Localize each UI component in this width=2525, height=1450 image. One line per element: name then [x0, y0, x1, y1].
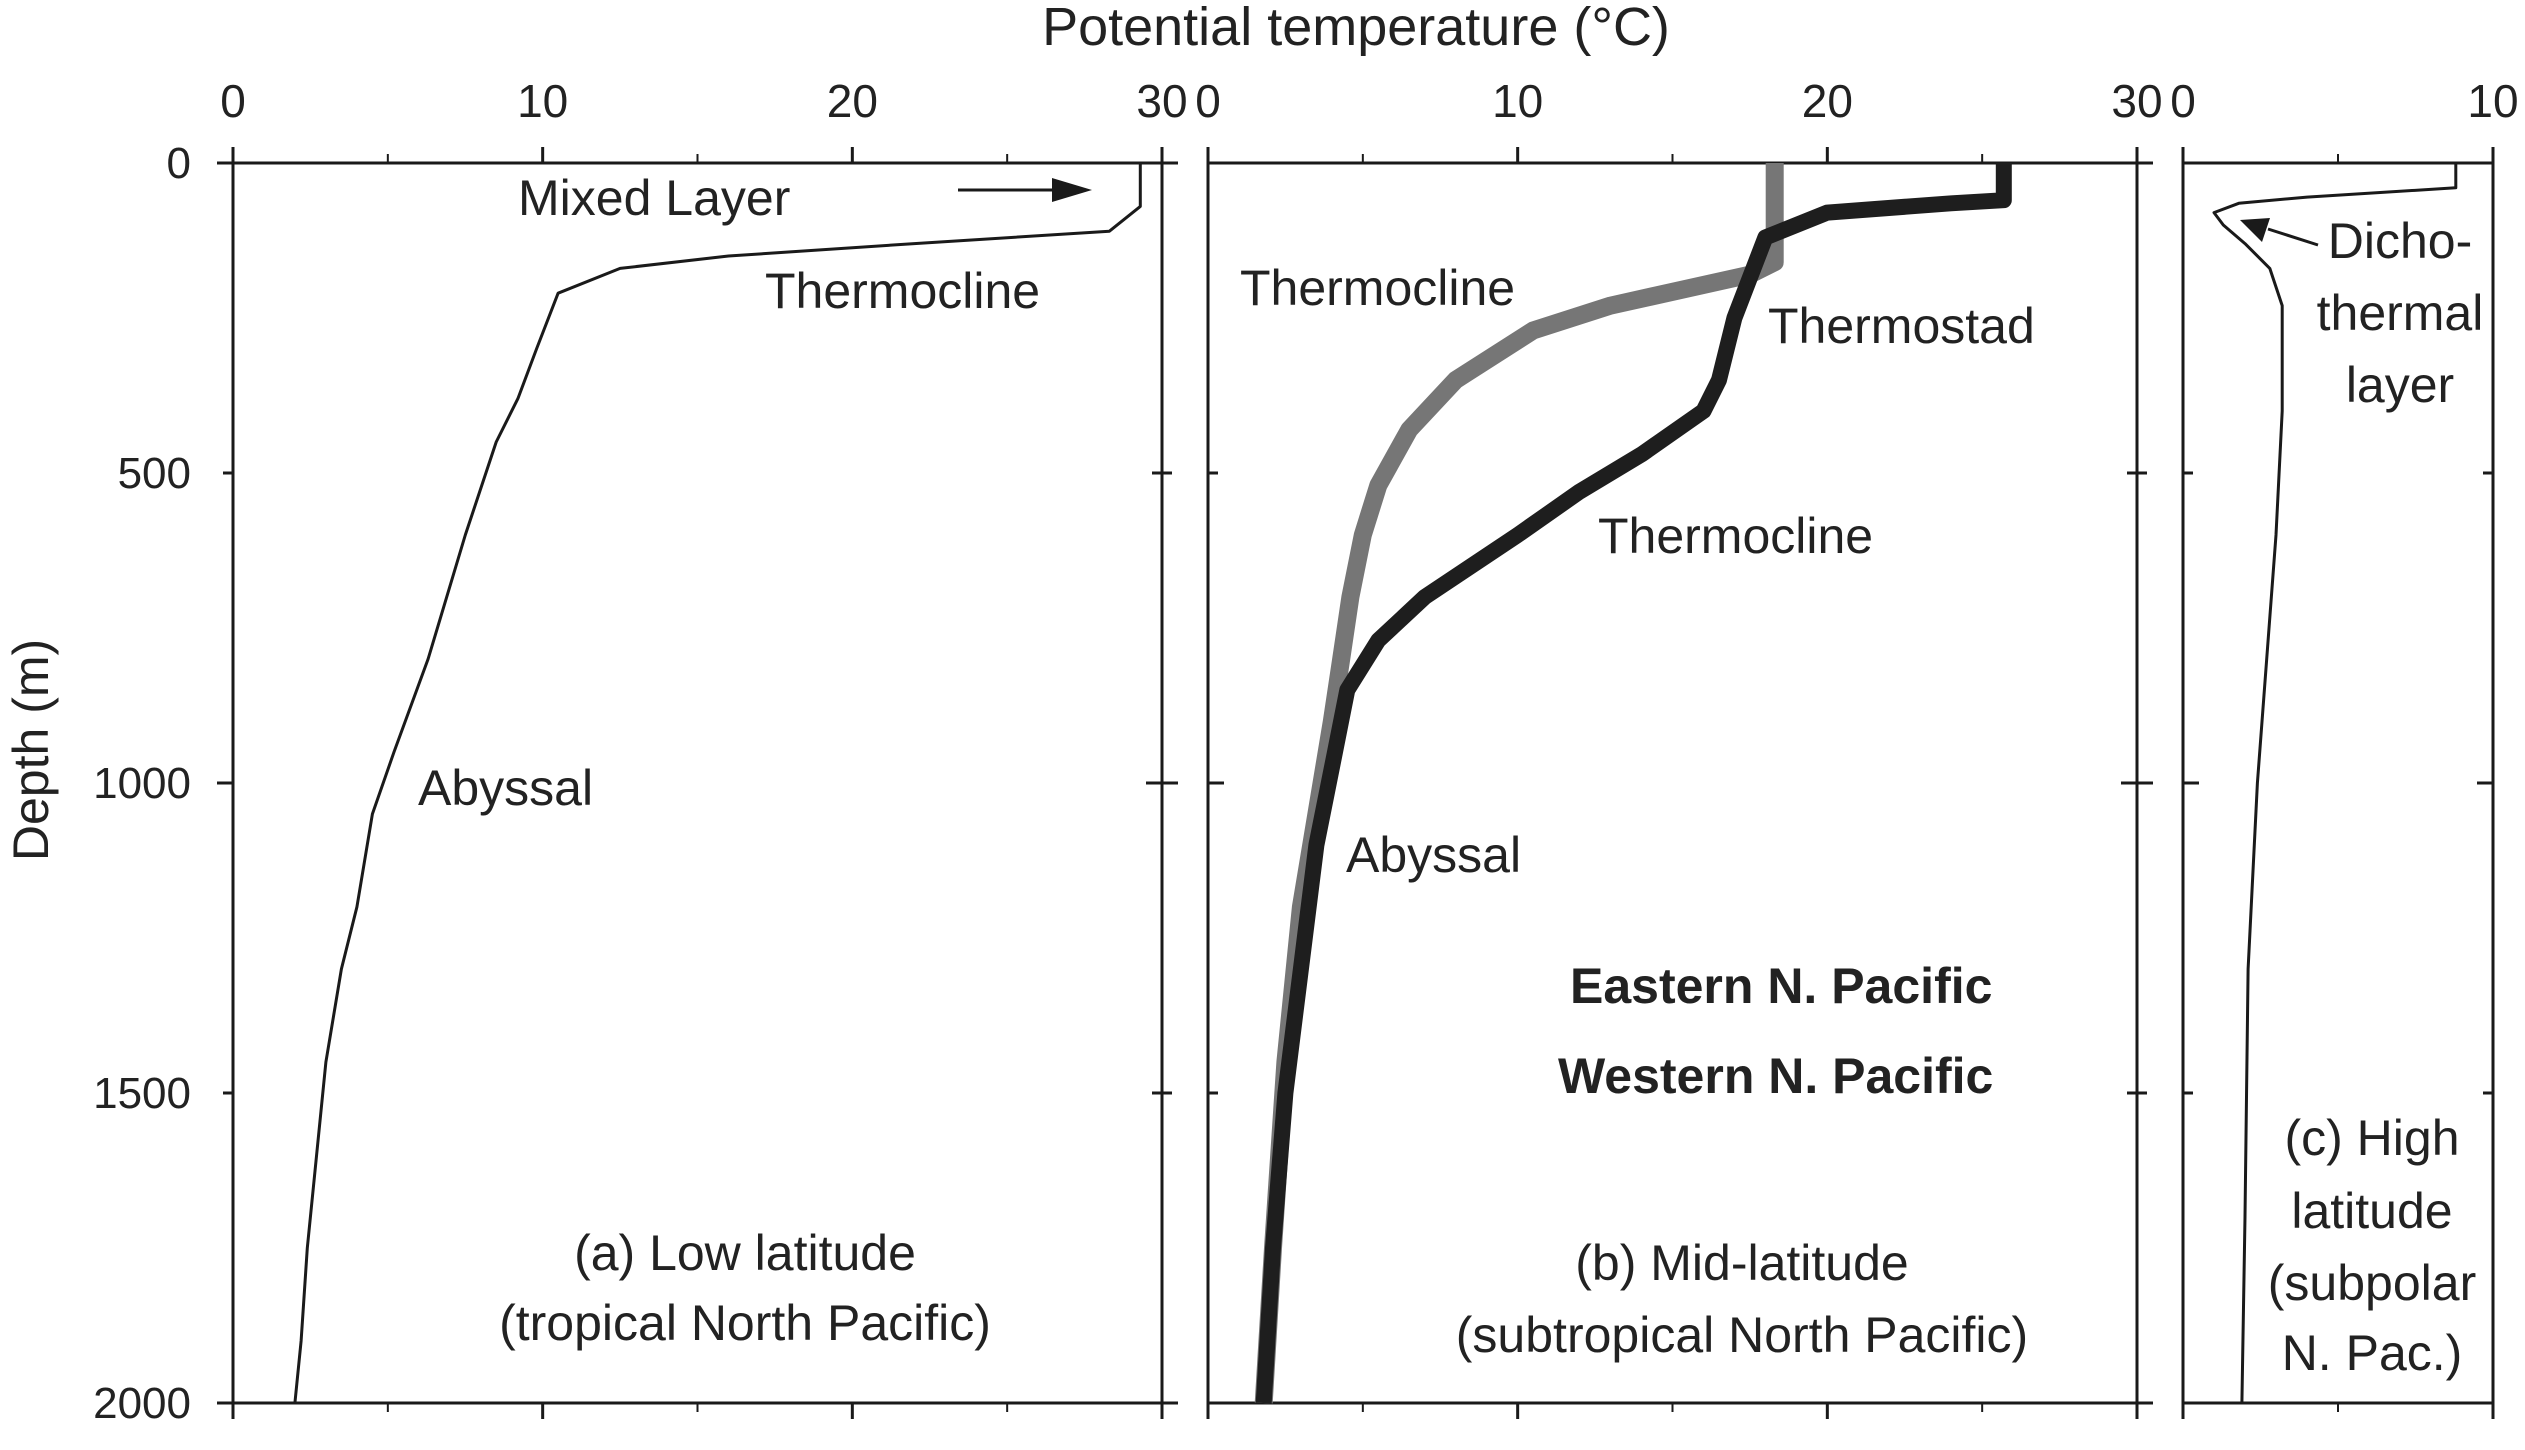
panel-label: (tropical North Pacific) [499, 1295, 991, 1351]
y-axis-label: Depth (m) [3, 639, 59, 861]
x-tick-label: 0 [2170, 75, 2196, 127]
figure-title: Potential temperature (°C) [1042, 0, 1670, 57]
panel-label: (c) High [2284, 1110, 2459, 1166]
eastern-pacific-line [1254, 163, 1784, 1404]
legend-eastern-pacific: Eastern N. Pacific [1570, 958, 1992, 1014]
profile-line [293, 163, 1142, 1404]
panel-label: (b) Mid-latitude [1575, 1235, 1908, 1291]
x-tick-label: 10 [2467, 75, 2518, 127]
profile-line [2212, 163, 2458, 1404]
y-tick-label: 1000 [93, 759, 191, 808]
arrow-head-icon [2240, 218, 2270, 242]
annotation-thermostad: Thermostad [1768, 298, 2035, 354]
annotation-thermocline: Thermocline [765, 263, 1040, 319]
x-tick-label: 10 [1492, 75, 1543, 127]
y-tick-label: 0 [167, 139, 191, 188]
panel-label: N. Pac.) [2282, 1325, 2463, 1381]
panel-label: (a) Low latitude [574, 1225, 916, 1281]
panel-label: (subtropical North Pacific) [1456, 1307, 2028, 1363]
x-tick-label: 10 [517, 75, 568, 127]
legend-western-pacific: Western N. Pacific [1558, 1048, 1993, 1104]
annotation-dichothermal: Dicho- [2328, 213, 2472, 269]
x-tick-label: 20 [827, 75, 878, 127]
annotation-abyssal: Abyssal [418, 760, 593, 816]
annotation-abyssal: Abyssal [1346, 827, 1521, 883]
annotation-mixed-layer: Mixed Layer [518, 170, 790, 226]
annotation-dichothermal: thermal [2317, 285, 2484, 341]
arrow-head-icon [1052, 178, 1092, 202]
x-tick-label: 30 [1136, 75, 1187, 127]
x-tick-label: 0 [1195, 75, 1221, 127]
annotation-dichothermal: layer [2346, 357, 2454, 413]
annotation-thermocline-lower: Thermocline [1598, 508, 1873, 564]
x-tick-label: 30 [2111, 75, 2162, 127]
panel-label: latitude [2291, 1183, 2452, 1239]
x-tick-label: 20 [1802, 75, 1853, 127]
panel-frame-1 [231, 161, 1164, 1405]
dichothermal-arrow-shaft [2267, 227, 2319, 247]
x-tick-label: 0 [220, 75, 246, 127]
panel-label: (subpolar [2268, 1255, 2476, 1311]
y-tick-label: 500 [118, 449, 191, 498]
y-tick-label: 2000 [93, 1379, 191, 1428]
y-tick-label: 1500 [93, 1069, 191, 1118]
annotation-thermocline-upper: Thermocline [1240, 260, 1515, 316]
western-pacific-line [1255, 163, 2012, 1404]
